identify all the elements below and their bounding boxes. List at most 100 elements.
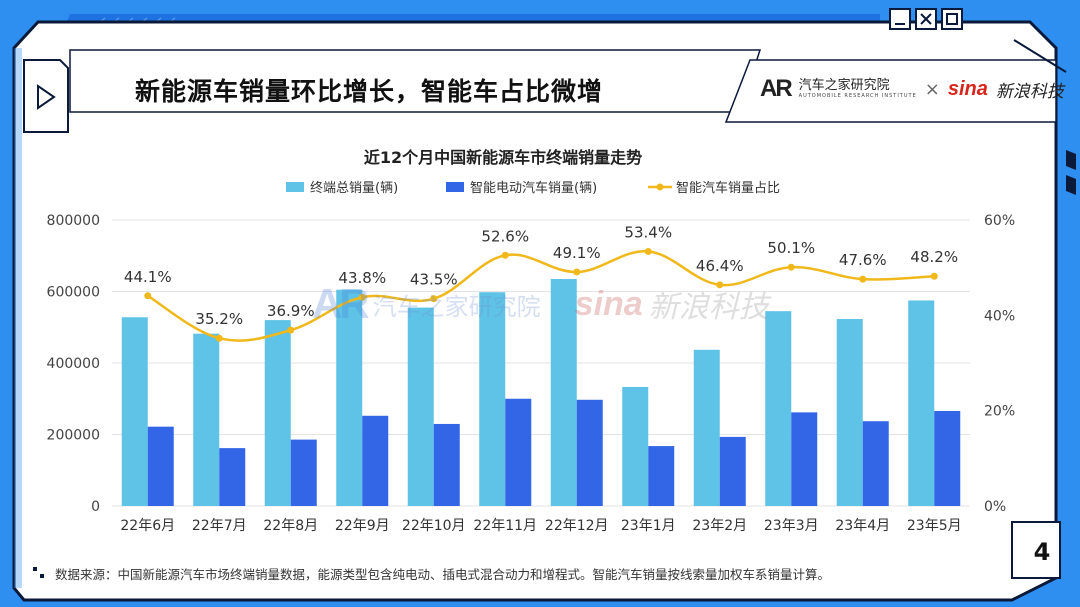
close-icon[interactable] [915, 8, 937, 30]
chart-grid [112, 219, 970, 507]
chart-title: 近12个月中国新能源车市终端销量走势 [364, 148, 642, 167]
data-source-note: 数据来源：中国新能源汽车市场终端销量数据，能源类型包含纯电动、插电式混合动力和增… [55, 567, 831, 582]
ratio-data-label: 49.1% [553, 244, 601, 262]
ratio-point [859, 275, 867, 283]
ratio-point [930, 272, 938, 280]
legend-label: 智能电动汽车销量(辆) [470, 180, 597, 196]
bar-total [121, 317, 148, 506]
legend-marker [656, 183, 664, 191]
ratio-data-label: 43.8% [338, 269, 386, 287]
bar-smart [505, 398, 532, 506]
page-title: 新能源车销量环比增长，智能车占比微增 [135, 77, 604, 106]
y-left-tick-label: 800000 [47, 213, 100, 229]
ratio-line: 44.1% 35.2% 36.9% 43.8% 43.5% 52.6% 49.1% 53.4%… [124, 223, 958, 342]
ratio-data-label: 47.6% [839, 251, 887, 269]
bar-total [908, 300, 935, 506]
bar-smart [791, 412, 818, 506]
bar-smart [147, 426, 174, 506]
ratio-point [716, 281, 724, 289]
x-tick-label: 23年1月 [621, 518, 676, 534]
chart-bars [121, 278, 961, 506]
ratio-point [430, 295, 438, 303]
x-tick-label: 23年4月 [835, 518, 890, 534]
x-tick-label: 22年11月 [473, 518, 537, 534]
y-left-tick-label: 400000 [47, 356, 100, 372]
minimize-icon[interactable] [889, 8, 911, 30]
bar-smart [719, 436, 746, 506]
y-right-tick-label: 0% [984, 499, 1006, 515]
y-left-tick-label: 600000 [47, 285, 100, 301]
x-tick-label: 23年5月 [907, 518, 962, 534]
bar-total [264, 320, 291, 506]
bar-smart [934, 411, 961, 506]
x-tick-label: 22年6月 [120, 518, 175, 534]
bar-smart [862, 421, 889, 506]
ratio-data-label: 46.4% [696, 257, 744, 275]
bar-total [765, 311, 792, 506]
bar-smart [576, 399, 603, 506]
sina-name: 新浪科技 [995, 81, 1064, 102]
ratio-data-label: 50.1% [767, 239, 815, 257]
bar-smart [433, 423, 460, 506]
ratio-point [287, 326, 295, 334]
legend-swatch [286, 182, 304, 192]
chart-legend: 终端总销量(辆) 智能电动汽车销量(辆) 智能汽车销量占比 [286, 180, 780, 196]
bar-total [193, 333, 220, 506]
ratio-data-label: 52.6% [481, 227, 529, 245]
bar-total [336, 289, 363, 506]
ratio-data-label: 53.4% [624, 223, 672, 241]
legend-swatch [446, 182, 464, 192]
bar-total [407, 307, 434, 506]
brand-separator: × [924, 78, 940, 100]
ratio-point [644, 247, 652, 255]
ratio-data-label: 44.1% [124, 268, 172, 286]
bar-smart [648, 446, 675, 506]
bar-smart [219, 448, 246, 506]
ratio-data-label: 35.2% [195, 310, 243, 328]
sina-logo: sina [947, 77, 988, 100]
ratio-data-label: 43.5% [410, 271, 458, 289]
brand-logos: AR 汽车之家研究院 AUTOMOBILE RESEARCH INSTITUTE… [760, 66, 1068, 112]
ratio-point [358, 293, 366, 301]
x-tick-label: 23年2月 [692, 518, 747, 534]
y-left-tick-label: 200000 [47, 428, 100, 444]
ratio-data-label: 48.2% [910, 248, 958, 266]
bar-total [622, 386, 649, 506]
ratio-point [787, 263, 795, 271]
window-controls [889, 8, 963, 30]
autohome-sub: AUTOMOBILE RESEARCH INSTITUTE [798, 92, 917, 99]
legend-label: 智能汽车销量占比 [676, 180, 780, 196]
y-right-tick-label: 20% [984, 404, 1015, 420]
ratio-point [215, 334, 223, 342]
bar-total [550, 278, 577, 506]
x-tick-label: 22年9月 [335, 518, 390, 534]
source-icon [33, 567, 44, 578]
y-right-tick-label: 60% [984, 213, 1015, 229]
autohome-logo: AR [760, 75, 793, 102]
bar-total [479, 292, 506, 506]
bar-smart [290, 439, 317, 506]
maximize-icon[interactable] [941, 8, 963, 30]
page-number: 4 [1033, 538, 1051, 566]
x-tick-label: 23年3月 [764, 518, 819, 534]
bar-total [836, 319, 863, 506]
x-tick-label: 22年12月 [545, 518, 609, 534]
y-right-tick-label: 40% [984, 308, 1015, 324]
ratio-point [501, 251, 509, 259]
y-left-tick-label: 0 [91, 499, 100, 515]
y-axis-left: 800000 600000 400000 200000 0 [47, 213, 100, 515]
ratio-point [144, 292, 152, 300]
autohome-name: 汽车之家研究院 [798, 78, 890, 94]
bar-smart [362, 415, 389, 506]
autohome-name-block: 汽车之家研究院 AUTOMOBILE RESEARCH INSTITUTE [799, 79, 917, 99]
x-tick-label: 22年8月 [263, 518, 318, 534]
x-axis: 22年6月 22年7月 22年8月 22年9月 22年10月 22年11月 22年12月 23… [120, 518, 961, 534]
ratio-point [573, 268, 581, 276]
x-tick-label: 22年7月 [192, 518, 247, 534]
ratio-data-label: 36.9% [267, 302, 315, 320]
y-axis-right: 60% 40% 20% 0% [984, 213, 1015, 515]
x-tick-label: 22年10月 [402, 518, 466, 534]
bar-total [693, 349, 720, 506]
legend-label: 终端总销量(辆) [310, 180, 398, 196]
